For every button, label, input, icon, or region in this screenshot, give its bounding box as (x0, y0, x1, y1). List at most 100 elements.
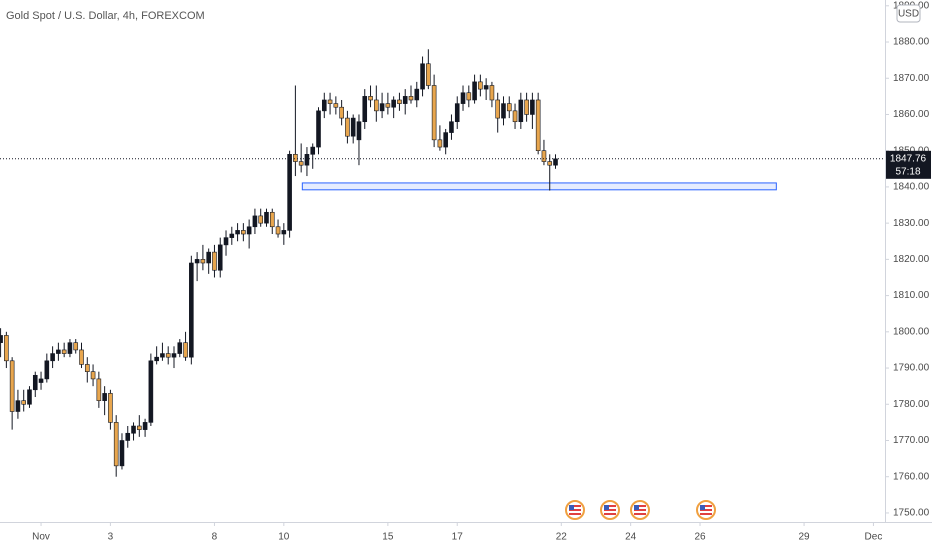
y-tick-label: 1800.00 (893, 326, 930, 337)
candle-body (148, 360, 154, 423)
candle-body (304, 154, 310, 166)
candle-body (217, 244, 223, 271)
candle-body (15, 400, 21, 412)
candle-body (489, 85, 495, 101)
candle-body (27, 389, 32, 405)
candle-body (501, 103, 506, 119)
candle-body (483, 85, 489, 90)
candle-body (165, 353, 171, 358)
candle-body (38, 378, 44, 383)
x-tick-label: 29 (799, 532, 811, 543)
candle-body (275, 226, 281, 235)
candle-body (437, 139, 443, 148)
candle-body (131, 425, 136, 434)
candle-body (535, 99, 541, 151)
x-tick-label: 15 (382, 532, 394, 543)
candle-body (113, 422, 119, 467)
countdown-label: 57:18 (895, 166, 920, 177)
candle-body (518, 99, 524, 123)
event-icon[interactable] (600, 500, 620, 520)
event-icons (565, 500, 716, 520)
y-tick-label: 1840.00 (893, 182, 930, 193)
candle-body (246, 226, 252, 235)
candle-body (397, 99, 402, 104)
x-tick-label: 26 (694, 532, 706, 543)
candle-body (414, 88, 420, 101)
y-tick-label: 1830.00 (893, 218, 930, 229)
candle-body (223, 237, 229, 246)
candle-body (391, 99, 396, 108)
candle-body (61, 349, 67, 354)
candle-body (32, 374, 38, 391)
x-tick-label: 3 (108, 532, 114, 543)
candle-body (553, 158, 558, 166)
candle-body (293, 154, 298, 162)
candle-body (189, 262, 194, 358)
event-icon[interactable] (696, 500, 716, 520)
last-price-box (886, 150, 931, 179)
candle-body (194, 259, 200, 264)
y-tick-label: 1880.00 (893, 37, 930, 48)
candle-body (235, 230, 240, 235)
y-tick-label: 1770.00 (893, 435, 930, 446)
candle-body (460, 92, 466, 104)
candle-body (321, 99, 327, 112)
support-zone (301, 182, 777, 191)
candle-body (512, 110, 518, 123)
candle-body (472, 81, 477, 101)
candle-body (541, 150, 547, 162)
candle-body (345, 117, 350, 137)
candle-body (402, 96, 408, 104)
x-tick-label: 24 (625, 532, 637, 543)
candle-body (96, 378, 102, 401)
candle-body (183, 342, 188, 358)
candle-body (50, 353, 55, 362)
x-tick-label: 22 (556, 532, 568, 543)
candle-body (154, 356, 159, 362)
candle-body (466, 92, 472, 101)
x-tick-label: 10 (278, 532, 290, 543)
candle-body (368, 96, 373, 101)
x-tick-label: Dec (865, 532, 883, 543)
candle-body (478, 81, 483, 90)
candle-body (333, 103, 339, 108)
candle-body (547, 161, 553, 166)
candle-body (241, 230, 246, 235)
x-tick-label: Nov (32, 532, 50, 543)
candle-body (454, 103, 460, 123)
y-tick-label: 1870.00 (893, 73, 930, 84)
candle-body (431, 85, 437, 141)
candle-body (102, 393, 107, 401)
candle-body (264, 211, 269, 224)
candle-body (495, 99, 501, 119)
y-tick-label: 1860.00 (893, 109, 930, 120)
candle-body (119, 440, 125, 467)
candle-body (287, 154, 292, 231)
candle-body (56, 349, 61, 354)
currency-badge (896, 4, 921, 23)
candle-body (142, 422, 148, 430)
candle-body (362, 96, 368, 123)
candle-body (206, 251, 211, 264)
candle-body (327, 99, 333, 104)
event-icon[interactable] (565, 500, 585, 520)
candle-body (108, 393, 113, 423)
y-tick-label: 1780.00 (893, 399, 930, 410)
event-icon[interactable] (630, 500, 650, 520)
candle-body (44, 360, 50, 380)
candle-body (171, 353, 177, 358)
candle-body (21, 400, 27, 405)
candle-body (356, 121, 362, 141)
candle-body (84, 364, 90, 372)
candle-body (298, 161, 304, 166)
candle-body (506, 103, 512, 112)
x-tick-label: 17 (452, 532, 464, 543)
candle-body (229, 233, 235, 238)
candle-body (316, 110, 321, 148)
candle-body (310, 146, 316, 155)
candle-body (443, 132, 448, 148)
candle-body (449, 121, 454, 133)
candle-body (212, 251, 217, 271)
